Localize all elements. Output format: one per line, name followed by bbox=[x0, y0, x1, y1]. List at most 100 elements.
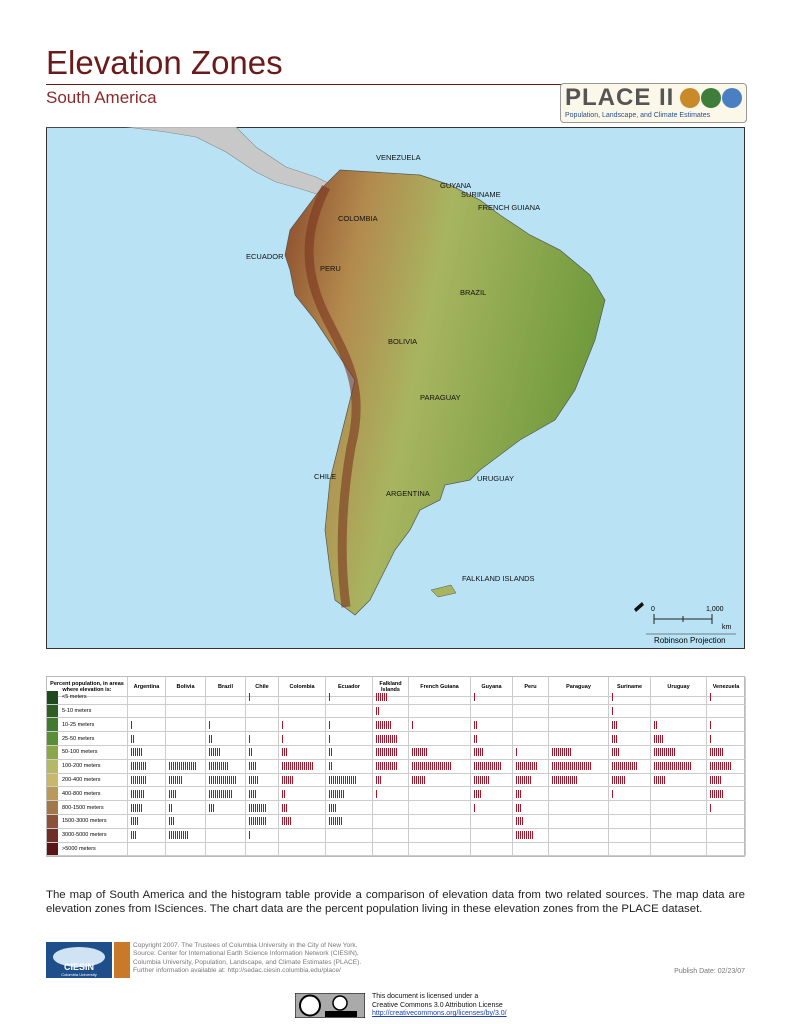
tally bbox=[206, 762, 229, 771]
value-cell bbox=[128, 787, 166, 802]
tally-bar bbox=[255, 775, 256, 784]
tally-bar bbox=[282, 720, 283, 729]
tally bbox=[549, 735, 552, 743]
tally-bar bbox=[382, 734, 383, 743]
tally-bar bbox=[524, 775, 525, 784]
tally-bar bbox=[722, 789, 723, 798]
subtitle: South America bbox=[46, 88, 157, 107]
tally-bar bbox=[660, 762, 661, 771]
credits: Copyright 2007. The Trustees of Columbia… bbox=[133, 942, 361, 975]
value-cell bbox=[246, 745, 279, 760]
value-cell bbox=[246, 718, 279, 733]
value-cell bbox=[128, 814, 166, 829]
tally bbox=[549, 845, 552, 853]
tally-bar bbox=[209, 720, 210, 729]
tally-bar bbox=[478, 748, 479, 757]
tally-bar bbox=[331, 762, 332, 771]
value-cell bbox=[651, 732, 707, 746]
tally-bar bbox=[474, 789, 475, 798]
tally bbox=[471, 762, 502, 771]
tally-bar bbox=[310, 762, 311, 771]
tally-bar bbox=[626, 762, 627, 771]
value-cell bbox=[549, 732, 609, 746]
tally bbox=[128, 831, 137, 840]
value-cell bbox=[409, 718, 471, 733]
tally-bar bbox=[137, 762, 138, 771]
tally-bar bbox=[448, 762, 449, 771]
country-label: COLOMBIA bbox=[338, 214, 378, 223]
tally bbox=[471, 693, 476, 702]
tally bbox=[471, 803, 476, 812]
tally-bar bbox=[145, 762, 146, 771]
tally-bar bbox=[137, 817, 138, 826]
value-cell bbox=[513, 759, 549, 774]
tally-bar bbox=[376, 720, 377, 729]
tally-bar bbox=[384, 762, 385, 771]
credit-line: Copyright 2007. The Trustees of Columbia… bbox=[133, 942, 358, 949]
zone-label: 200-400 meters bbox=[62, 776, 101, 783]
value-cell bbox=[128, 801, 166, 815]
country-label: SURINAME bbox=[461, 190, 501, 199]
tally bbox=[166, 803, 173, 812]
tally bbox=[409, 735, 412, 743]
tally-bar bbox=[570, 775, 571, 784]
value-cell bbox=[166, 773, 206, 788]
tally-bar bbox=[522, 775, 523, 784]
tally-bar bbox=[221, 775, 222, 784]
tally-bar bbox=[584, 762, 585, 771]
tally-bar bbox=[718, 789, 719, 798]
tally-bar bbox=[518, 831, 519, 840]
value-cell bbox=[326, 759, 373, 774]
tally-bar bbox=[171, 817, 172, 826]
tally-bar bbox=[193, 762, 194, 771]
tally-bar bbox=[388, 720, 389, 729]
tally-bar bbox=[480, 775, 481, 784]
tally bbox=[326, 817, 343, 826]
tally-bar bbox=[335, 817, 336, 826]
value-cell bbox=[166, 732, 206, 746]
tally-bar bbox=[712, 762, 713, 771]
zone-label: 100-200 meters bbox=[62, 763, 101, 770]
tally-bar bbox=[672, 762, 673, 771]
zone-swatch bbox=[47, 842, 58, 856]
tally-bar bbox=[382, 748, 383, 757]
tally-bar bbox=[654, 748, 655, 757]
tally-bar bbox=[282, 734, 283, 743]
tally-bar bbox=[438, 762, 439, 771]
tally-bar bbox=[564, 748, 565, 757]
tally bbox=[707, 845, 710, 853]
tally-bar bbox=[478, 762, 479, 771]
tally-bar bbox=[416, 762, 417, 771]
zone-cell: 400-800 meters bbox=[47, 787, 128, 802]
tally-bar bbox=[430, 762, 431, 771]
tally-bar bbox=[229, 789, 230, 798]
tally-bar bbox=[177, 775, 178, 784]
value-cell bbox=[246, 759, 279, 774]
value-cell bbox=[373, 704, 409, 719]
tally-bar bbox=[137, 789, 138, 798]
value-cell bbox=[513, 732, 549, 746]
tally-bar bbox=[488, 762, 489, 771]
tally bbox=[549, 762, 592, 771]
value-cell bbox=[206, 759, 246, 774]
tally bbox=[651, 707, 654, 715]
tally-bar bbox=[133, 762, 134, 771]
title-rule bbox=[46, 84, 745, 85]
tally-bar bbox=[215, 748, 216, 757]
tally-bar bbox=[284, 762, 285, 771]
tally-bar bbox=[670, 748, 671, 757]
tally-bar bbox=[530, 775, 531, 784]
license-line: Creative Commons 3.0 Attribution License bbox=[372, 1001, 503, 1009]
tally-bar bbox=[660, 748, 661, 757]
country-header: Brazil bbox=[206, 677, 246, 697]
value-cell bbox=[279, 718, 326, 733]
tally-bar bbox=[720, 789, 721, 798]
tally bbox=[279, 693, 282, 701]
value-cell bbox=[279, 759, 326, 774]
tally bbox=[246, 762, 257, 771]
tally-bar bbox=[390, 734, 391, 743]
country-label: FRENCH GUIANA bbox=[478, 203, 540, 212]
tally-bar bbox=[494, 762, 495, 771]
tally-bar bbox=[333, 775, 334, 784]
tally-bar bbox=[137, 748, 138, 757]
